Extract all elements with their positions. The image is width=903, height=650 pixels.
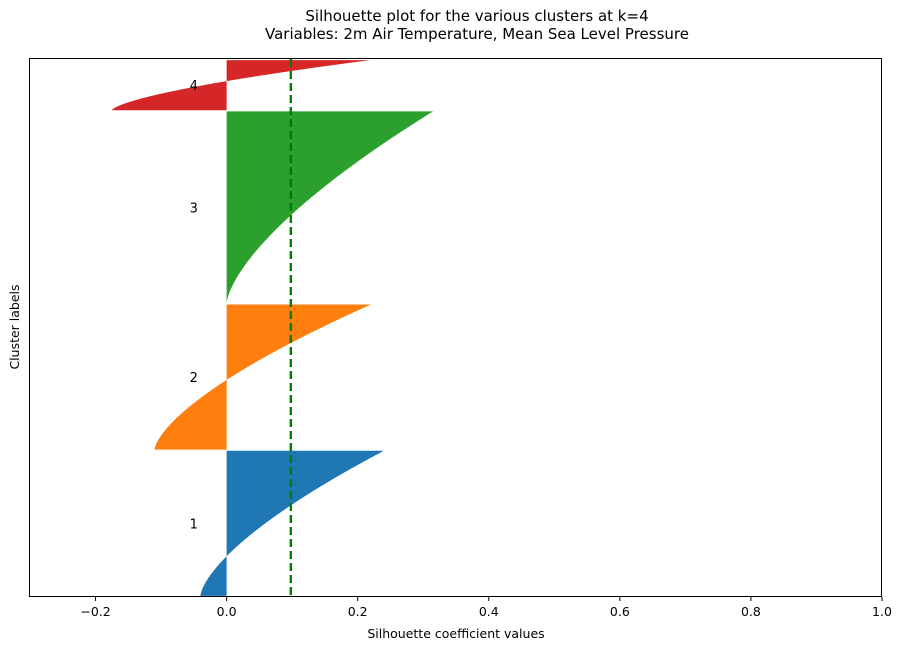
cluster-label: 1 — [190, 517, 198, 532]
x-tick-label: 0.8 — [741, 604, 761, 619]
cluster-2-silhouette — [154, 304, 371, 450]
chart-subtitle: Variables: 2m Air Temperature, Mean Sea … — [265, 25, 689, 43]
cluster-label: 4 — [190, 79, 198, 94]
x-tick-label: 0.2 — [348, 604, 368, 619]
plot-area: 1 2 3 4 — [111, 59, 434, 597]
x-tick-label: 1.0 — [872, 604, 892, 619]
x-axis-label: Silhouette coefficient values — [367, 626, 544, 641]
x-tick-label: 0.0 — [217, 604, 237, 619]
cluster-4-silhouette — [111, 60, 371, 111]
plot-frame — [29, 58, 882, 597]
cluster-label: 2 — [190, 371, 198, 386]
cluster-label: 3 — [190, 201, 198, 216]
x-tick-label: 0.4 — [479, 604, 499, 619]
cluster-3-silhouette — [226, 111, 434, 304]
cluster-1-silhouette — [200, 450, 384, 596]
x-tick-label: −0.2 — [80, 604, 110, 619]
x-tick-label: 0.6 — [610, 604, 630, 619]
y-axis-label: Cluster labels — [7, 284, 22, 369]
chart-title: Silhouette plot for the various clusters… — [305, 7, 648, 25]
x-axis: −0.2 0.0 0.2 0.4 0.6 0.8 1.0 — [80, 597, 892, 619]
